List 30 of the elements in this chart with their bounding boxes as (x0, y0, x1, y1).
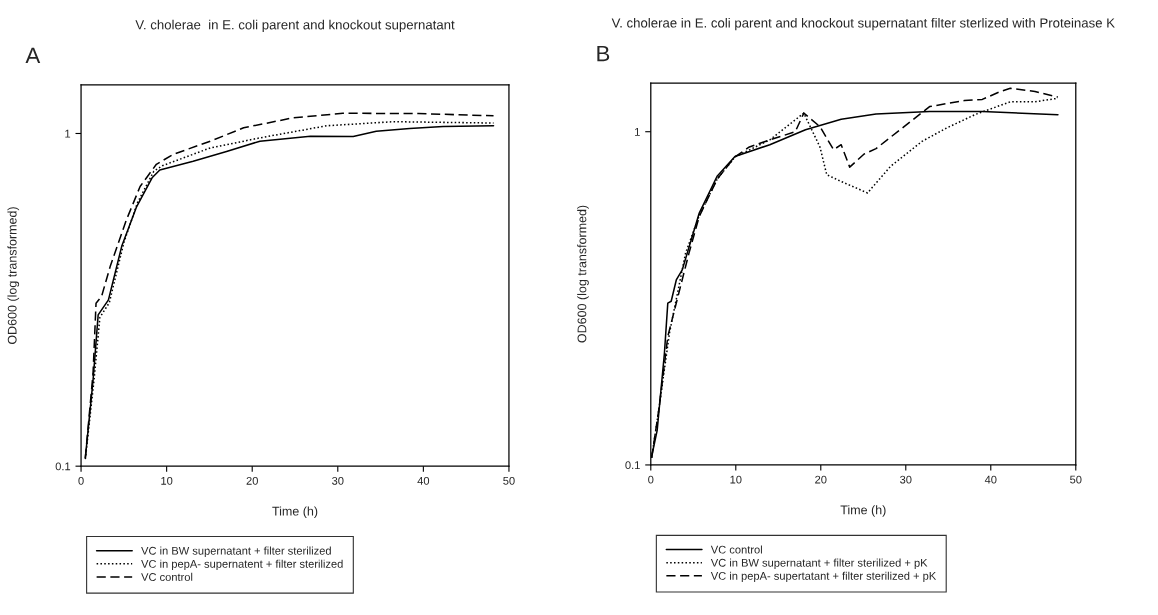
x-tick-label: 0 (648, 475, 654, 484)
text: B (597, 45, 610, 62)
legend-label: VC in BW supernatant + filter sterilized (141, 546, 331, 557)
x-tick-label: 10 (161, 476, 173, 485)
x-tick-label: 20 (815, 475, 827, 484)
x-tick-label: 40 (417, 476, 430, 485)
y-tick-label: 0.1 (625, 461, 640, 470)
x-tick-label: 10 (730, 475, 742, 484)
legend-label: VC in pepA- supertatant + filter sterilized + pK (710, 571, 937, 583)
x-tick-label: 30 (900, 475, 912, 484)
legend-label: VC in BW supernatant + filter sterilized + pK (710, 558, 928, 569)
x-tick-label: 0 (78, 476, 84, 485)
x-tick-label: 30 (332, 476, 344, 485)
x-tick-label: 40 (984, 475, 997, 484)
x-tick-label: 20 (246, 476, 258, 485)
x-tick-label: 50 (503, 476, 515, 485)
x-axis-title: Time (h) (840, 505, 886, 517)
y-tick-label: 1 (635, 128, 640, 136)
y-axis-title: OD600 (log transformed) (7, 207, 20, 345)
chart-title: V. cholerae in E. coli parent and knockout supernatant filter sterlized with Proteinase K (611, 17, 1115, 31)
y-tick-label: 1 (65, 129, 71, 138)
legend-label: VC in pepA- supernatent + filter sterilized (141, 559, 343, 571)
legend-label: VC control (141, 572, 193, 581)
legend-label: VC control (710, 545, 762, 554)
x-axis-title: Time (h) (272, 506, 318, 519)
x-tick-label: 50 (1070, 475, 1082, 484)
y-axis-title: OD600 (log transformed) (577, 205, 589, 343)
chart-title: V. cholerae in E. coli parent and knockout supernatant (135, 19, 455, 33)
text: A (25, 47, 41, 64)
y-tick-label: 0.1 (55, 462, 71, 471)
